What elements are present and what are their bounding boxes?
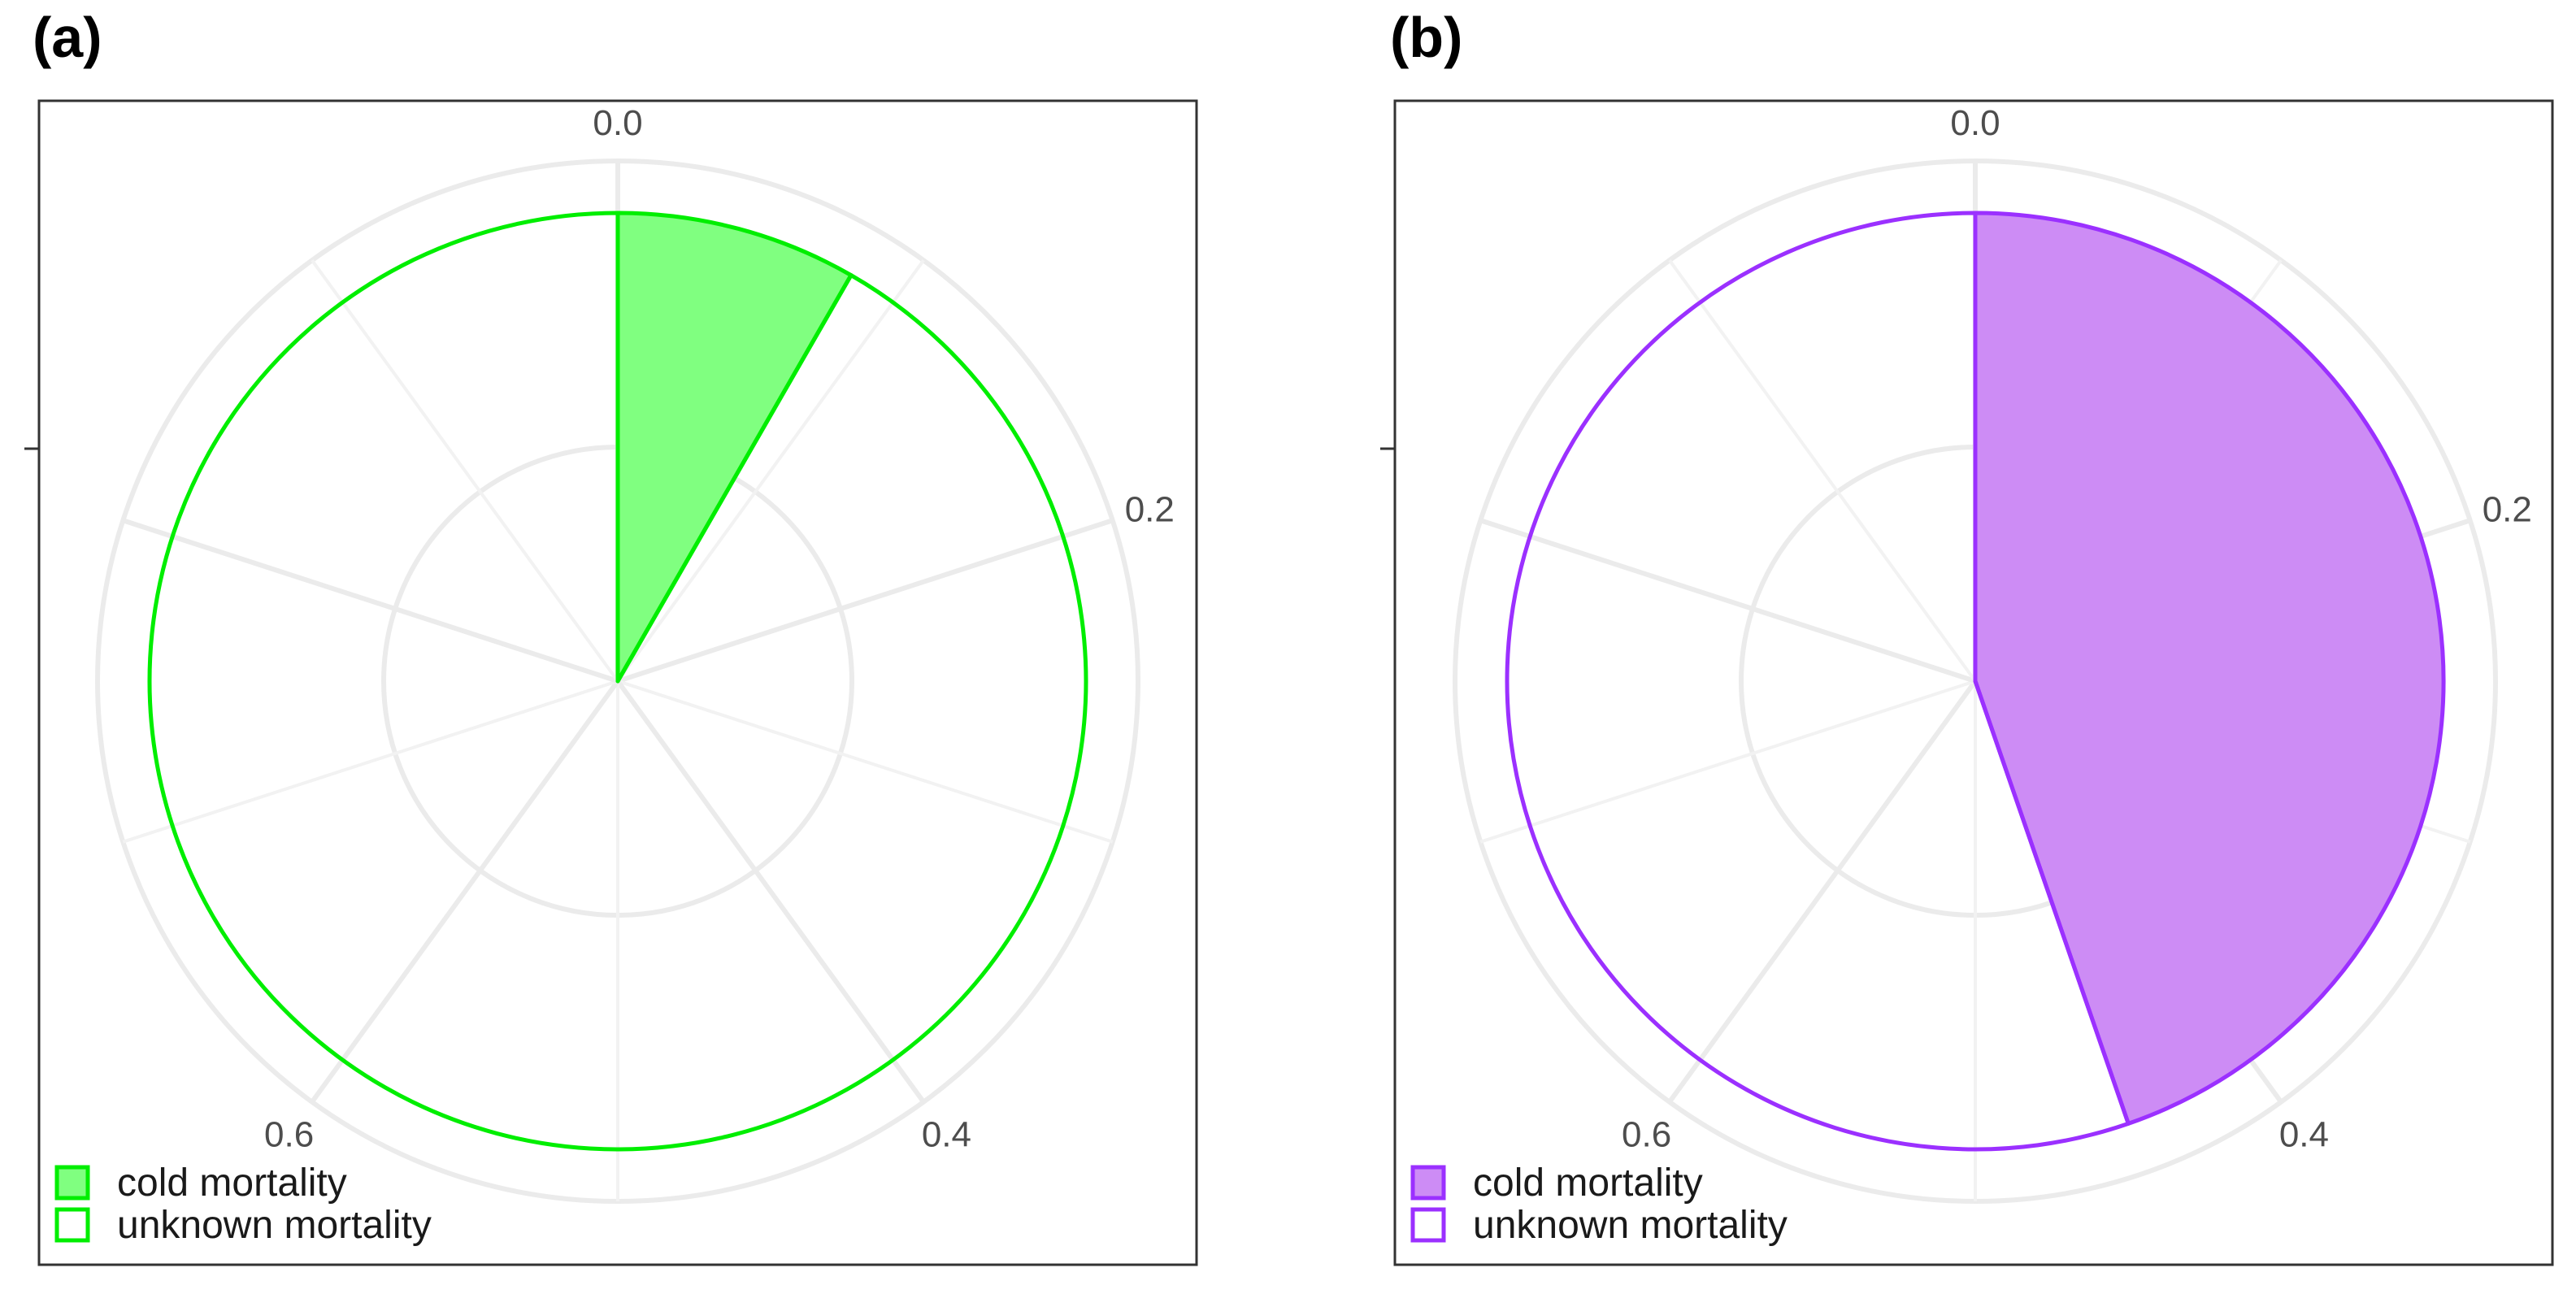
grid-radial-6 bbox=[1667, 680, 1978, 1104]
grid-radial-7 bbox=[1479, 680, 1976, 844]
grid-radial-9 bbox=[311, 259, 619, 683]
legend-key bbox=[54, 1207, 90, 1243]
grid-radial-8 bbox=[1479, 518, 1976, 684]
plot-frame bbox=[37, 99, 1198, 1266]
slice-unknown-mortality bbox=[1505, 211, 2131, 1152]
legend-key bbox=[1410, 1165, 1446, 1201]
plot-frame bbox=[1393, 99, 2554, 1266]
grid-radial-2 bbox=[617, 518, 1114, 684]
legend-label: cold mortality bbox=[117, 1162, 347, 1205]
panel-label: (b) bbox=[1390, 6, 1462, 69]
theta-tick-label: 0.2 bbox=[2483, 489, 2532, 529]
theta-tick-label: 0.0 bbox=[593, 103, 642, 143]
panel-label: (a) bbox=[33, 6, 102, 69]
legend-label: unknown mortality bbox=[117, 1204, 432, 1247]
grid-radial-1 bbox=[616, 259, 925, 683]
grid-radial-6 bbox=[310, 680, 620, 1104]
grid-radial-4 bbox=[615, 680, 926, 1104]
legend-key bbox=[1410, 1207, 1446, 1243]
theta-tick-label: 0.4 bbox=[2279, 1115, 2329, 1155]
grid-radial-7 bbox=[122, 680, 619, 844]
legend-label: cold mortality bbox=[1473, 1162, 1703, 1205]
theta-tick-label: 0.6 bbox=[264, 1115, 314, 1155]
slice-cold-mortality bbox=[615, 211, 854, 684]
grid-radial-3 bbox=[617, 680, 1114, 844]
theta-tick-label: 0.4 bbox=[922, 1115, 971, 1155]
theta-tick-label: 0.6 bbox=[1622, 1115, 1671, 1155]
theta-tick-label: 0.2 bbox=[1125, 489, 1175, 529]
slice-unknown-mortality bbox=[147, 211, 1088, 1152]
legend-key bbox=[54, 1165, 90, 1201]
legend-label: unknown mortality bbox=[1473, 1204, 1788, 1247]
slice-cold-mortality bbox=[1973, 211, 2446, 1126]
theta-tick-label: 0.0 bbox=[1950, 103, 2000, 143]
grid-radial-8 bbox=[122, 518, 619, 684]
grid-radial-9 bbox=[1668, 259, 1977, 683]
